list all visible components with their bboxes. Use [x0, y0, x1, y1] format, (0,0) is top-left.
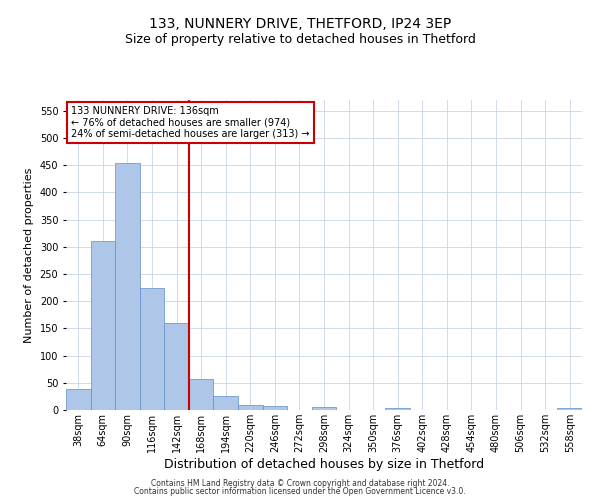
- Bar: [263, 406, 287, 410]
- Bar: [557, 408, 582, 410]
- Bar: [385, 408, 410, 410]
- Bar: [312, 408, 336, 410]
- Text: 133, NUNNERY DRIVE, THETFORD, IP24 3EP: 133, NUNNERY DRIVE, THETFORD, IP24 3EP: [149, 18, 451, 32]
- Bar: [214, 396, 238, 410]
- Bar: [66, 390, 91, 410]
- Bar: [115, 162, 140, 410]
- Bar: [91, 242, 115, 410]
- Bar: [189, 379, 214, 410]
- Bar: [164, 323, 189, 410]
- Text: 133 NUNNERY DRIVE: 136sqm
← 76% of detached houses are smaller (974)
24% of semi: 133 NUNNERY DRIVE: 136sqm ← 76% of detac…: [71, 106, 310, 140]
- Text: Contains HM Land Registry data © Crown copyright and database right 2024.: Contains HM Land Registry data © Crown c…: [151, 478, 449, 488]
- X-axis label: Distribution of detached houses by size in Thetford: Distribution of detached houses by size …: [164, 458, 484, 471]
- Text: Size of property relative to detached houses in Thetford: Size of property relative to detached ho…: [125, 32, 475, 46]
- Bar: [238, 404, 263, 410]
- Y-axis label: Number of detached properties: Number of detached properties: [24, 168, 34, 342]
- Bar: [140, 288, 164, 410]
- Text: Contains public sector information licensed under the Open Government Licence v3: Contains public sector information licen…: [134, 487, 466, 496]
